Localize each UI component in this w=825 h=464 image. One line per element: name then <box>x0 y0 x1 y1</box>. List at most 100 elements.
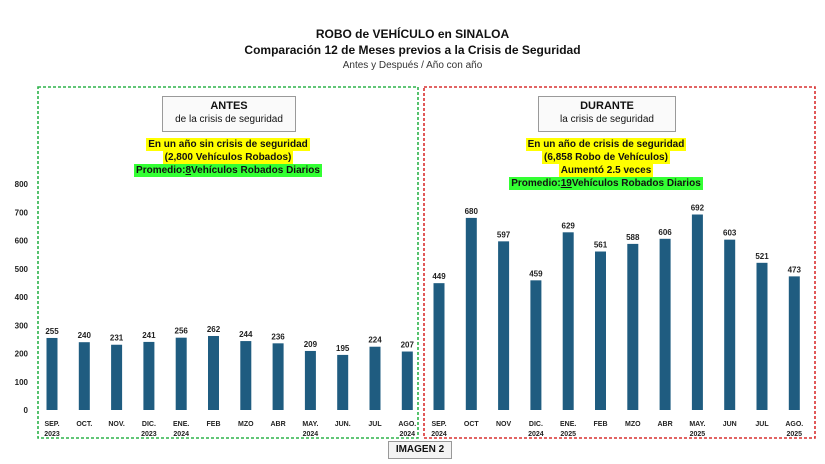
bar-value-label: 561 <box>594 241 608 250</box>
bar <box>562 232 574 410</box>
y-tick-label: 200 <box>15 350 29 359</box>
y-axis: 0 100 200 300 400 500 600 700 800 <box>15 180 29 415</box>
bar <box>369 346 381 410</box>
x-tick-label: JUL <box>755 421 769 428</box>
bars-group: 255 SEP. 2023 240 OCT. 231 NOV. 241 DIC. 2023 256 E… <box>44 204 803 438</box>
bar <box>304 350 316 410</box>
before-note-line1: En un año sin crisis de seguridad <box>146 138 310 151</box>
chart-caption: Antes y Después / Año con año <box>342 60 483 71</box>
during-average: Promedio: 19 Vehículos Robados Diarios <box>509 177 703 190</box>
x-tick-label: DIC. <box>142 421 156 428</box>
bar-value-label: 256 <box>175 327 189 336</box>
bar-value-label: 255 <box>45 327 59 336</box>
x-tick-label: ABR <box>271 421 286 428</box>
y-tick-label: 500 <box>15 265 29 274</box>
bar-value-label: 473 <box>788 265 802 274</box>
bar <box>240 341 252 410</box>
bar <box>530 280 542 410</box>
y-tick-label: 700 <box>15 208 29 217</box>
x-tick-label: 2024 <box>431 431 447 438</box>
bar <box>272 343 284 410</box>
bar-value-label: 244 <box>239 330 253 339</box>
x-tick-label: FEB <box>594 421 608 428</box>
during-average-value: 19 <box>560 178 572 189</box>
bar <box>691 214 703 410</box>
y-tick-label: 0 <box>24 406 29 415</box>
bar-value-label: 588 <box>626 233 640 242</box>
x-tick-label: AGO. <box>398 421 416 428</box>
y-tick-label: 400 <box>15 293 29 302</box>
x-tick-label: JUN. <box>335 421 351 428</box>
bar-value-label: 207 <box>401 341 415 350</box>
y-tick-label: 300 <box>15 321 29 330</box>
x-tick-label: 2025 <box>560 431 576 438</box>
chart-title: ROBO de VEHÍCULO en SINALOA <box>315 27 510 41</box>
x-tick-label: 2024 <box>303 431 319 438</box>
panel-before-border <box>37 86 419 439</box>
bar <box>788 276 800 410</box>
bar <box>724 239 736 410</box>
bar-value-label: 195 <box>336 344 350 353</box>
bar-value-label: 224 <box>368 336 382 345</box>
chart-subtitle: Comparación 12 de Meses previos a la Cri… <box>244 43 581 57</box>
x-tick-label: 2024 <box>528 431 544 438</box>
bar <box>465 217 477 410</box>
bar <box>756 262 768 410</box>
x-tick-label: 2025 <box>690 431 706 438</box>
before-note-line2: (2,800 Vehículos Robados) <box>162 151 294 164</box>
x-tick-label: ABR <box>658 421 673 428</box>
bar-value-label: 521 <box>755 252 769 261</box>
bar-value-label: 240 <box>78 331 92 340</box>
bar-value-label: 262 <box>207 325 221 334</box>
x-tick-label: MZO <box>238 421 254 428</box>
before-average-value: 8 <box>185 165 192 176</box>
bar-value-label: 459 <box>529 269 543 278</box>
x-tick-label: OCT <box>464 421 480 428</box>
x-tick-label: OCT. <box>76 421 92 428</box>
x-tick-label: NOV. <box>108 421 125 428</box>
x-tick-label: MAY. <box>689 421 705 428</box>
bar-value-label: 209 <box>304 340 318 349</box>
during-note: En un año de crisis de seguridad (6,858 … <box>488 138 724 190</box>
bar-value-label: 603 <box>723 229 737 238</box>
bar <box>111 344 123 410</box>
during-note-line2: (6,858 Robo de Vehículos) <box>542 151 670 164</box>
x-tick-label: 2023 <box>141 431 157 438</box>
x-tick-label: NOV <box>496 421 512 428</box>
x-tick-label: 2024 <box>400 431 416 438</box>
bar <box>143 341 155 410</box>
bar <box>337 354 349 410</box>
bar <box>401 351 413 410</box>
bar <box>175 337 187 410</box>
panel-before-subheading: de la crisis de seguridad <box>175 114 283 125</box>
during-average-suffix: Vehículos Robados Diarios <box>571 178 701 189</box>
bar <box>595 251 606 410</box>
during-note-line1: En un año de crisis de seguridad <box>525 138 687 151</box>
y-tick-label: 100 <box>15 378 29 387</box>
bar-value-label: 606 <box>658 228 672 237</box>
x-tick-label: 2024 <box>173 431 189 438</box>
panel-during-label: DURANTE la crisis de seguridad <box>538 96 676 132</box>
bar-value-label: 692 <box>691 204 705 213</box>
bar-value-label: 449 <box>432 272 446 281</box>
x-tick-label: JUL <box>368 421 382 428</box>
during-average-prefix: Promedio: <box>511 178 561 189</box>
bar <box>78 342 90 410</box>
bar-value-label: 629 <box>562 221 576 230</box>
panel-before-heading: ANTES <box>210 100 248 112</box>
y-tick-label: 600 <box>15 237 29 246</box>
x-tick-label: 2025 <box>787 431 803 438</box>
x-tick-label: AGO. <box>785 421 803 428</box>
bar <box>498 241 510 410</box>
before-average-prefix: Promedio: <box>136 165 186 176</box>
bar <box>46 337 58 410</box>
panel-during-subheading: la crisis de seguridad <box>560 114 654 125</box>
bar <box>208 335 219 410</box>
x-tick-label: ENE. <box>173 421 189 428</box>
x-tick-label: FEB <box>207 421 221 428</box>
before-average-suffix: Vehículos Robados Diarios <box>191 165 320 176</box>
x-tick-label: DIC. <box>529 421 543 428</box>
bar-value-label: 231 <box>110 334 124 343</box>
bar <box>433 283 445 410</box>
